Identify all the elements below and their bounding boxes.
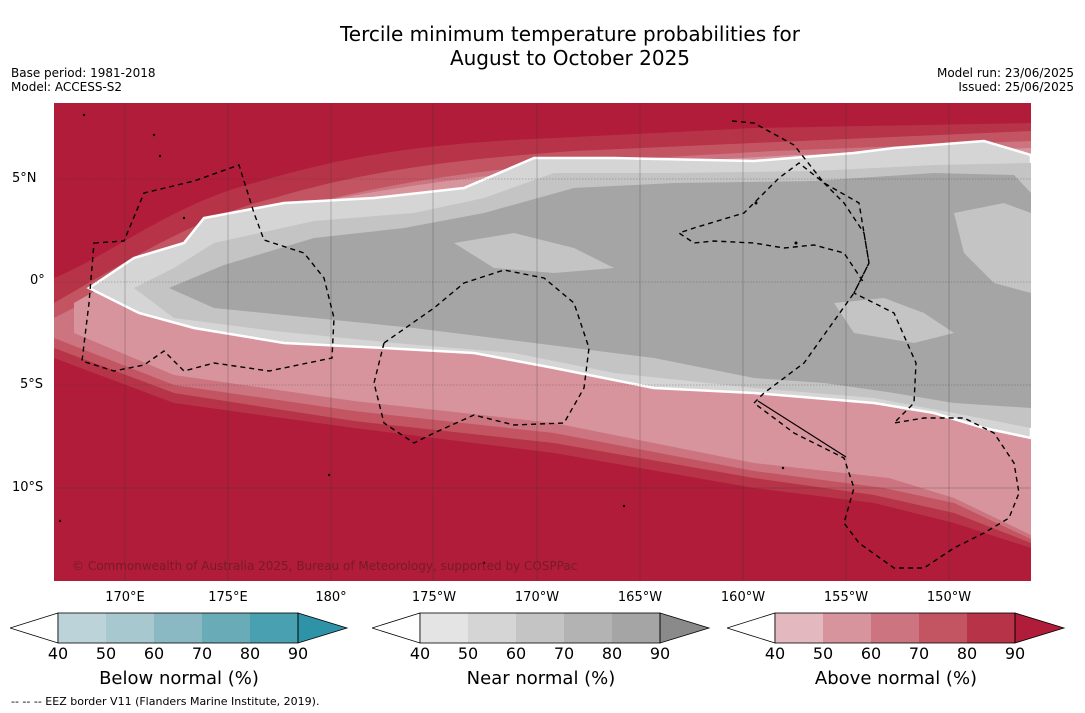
cbar-below-extend-low: [10, 612, 59, 644]
probability-map: [54, 103, 1031, 581]
cbar-near-seg-50: [468, 613, 516, 643]
eez-footnote: -- -- -- EEZ border V11 (Flanders Marine…: [11, 695, 320, 708]
cbar-above-outline: [774, 612, 1016, 644]
lon-label-150w: 150°W: [926, 590, 972, 605]
cbar-near-tick: 90: [649, 644, 671, 663]
lon-label-165w: 165°W: [617, 590, 663, 605]
cbar-below-tick: 50: [95, 644, 117, 663]
cbar-below-seg-60: [154, 613, 202, 643]
island-dot: [82, 113, 86, 117]
base-period: Base period: 1981-2018: [11, 66, 156, 80]
lon-label-160w: 160°W: [720, 590, 766, 605]
lon-label-175w: 175°W: [411, 590, 457, 605]
cbar-near-tick: 40: [409, 644, 431, 663]
lat-label-10s: 10°S: [12, 480, 44, 495]
map-title: Tercile minimum temperature probabilitie…: [0, 22, 1085, 70]
cbar-near-seg-70: [564, 613, 612, 643]
near-normal-lighter-patch-3: [954, 203, 1031, 293]
cbar-above-tick: 60: [860, 644, 882, 663]
near-normal-lighter-patch-1: [454, 233, 614, 273]
lat-label-0: 0°: [30, 273, 45, 288]
lon-label-175e: 175°E: [208, 590, 248, 605]
eez-solid-boundary: [757, 400, 847, 458]
cbar-below-seg-80: [250, 613, 298, 643]
cbar-near-tick: 50: [457, 644, 479, 663]
meta-right: Model run: 23/06/2025 Issued: 25/06/2025: [937, 66, 1074, 94]
cbar-near-seg-80: [612, 613, 660, 643]
lat-label-5n: 5°N: [12, 171, 37, 186]
lon-label-170w: 170°W: [514, 590, 560, 605]
island-dots: [58, 113, 798, 565]
copyright-notice: © Commonwealth of Australia 2025, Bureau…: [72, 559, 578, 573]
cbar-above-tick: 80: [956, 644, 978, 663]
cbar-below-extend-high: [297, 612, 349, 644]
cbar-below-tick: 70: [191, 644, 213, 663]
cbar-below-tick: 90: [287, 644, 309, 663]
cbar-near-extend-high: [659, 612, 711, 644]
title-line-2: August to October 2025: [449, 46, 691, 70]
meta-left: Base period: 1981-2018 Model: ACCESS-S2: [11, 66, 156, 94]
lat-label-5s: 5°S: [20, 377, 44, 392]
cbar-above-seg-60: [871, 613, 919, 643]
issued-date: Issued: 25/06/2025: [958, 80, 1074, 94]
eez-line-islands: [677, 120, 1020, 569]
island-dot: [327, 473, 331, 477]
model-name: Model: ACCESS-S2: [11, 80, 123, 94]
cbar-below-tick: 40: [47, 644, 69, 663]
lon-label-180: 180°: [315, 590, 347, 605]
cbar-below-seg-50: [106, 613, 154, 643]
cbar-near-tick: 70: [553, 644, 575, 663]
island-dot: [182, 216, 186, 220]
cbar-near-extend-low: [372, 612, 421, 644]
eez-tokelau: [373, 269, 590, 444]
cbar-above-seg-70: [919, 613, 967, 643]
cbar-above-extend-low: [727, 612, 776, 644]
near-normal-lighter-patch-2: [834, 298, 954, 343]
island-dot: [482, 561, 486, 565]
cbar-below-tick: 80: [239, 644, 261, 663]
lon-label-170e: 170°E: [105, 590, 145, 605]
model-run: Model run: 23/06/2025: [936, 66, 1074, 80]
island-dot: [158, 154, 162, 158]
cbar-above-seg-50: [823, 613, 871, 643]
colorbar-below-normal: [10, 612, 349, 644]
cbar-near-seg-40: [420, 613, 468, 643]
cbar-near-outline: [419, 612, 661, 644]
island-dot: [58, 519, 62, 523]
cbar-above-tick: 70: [908, 644, 930, 663]
eez-borders: [81, 120, 1020, 569]
island-dot: [622, 504, 626, 508]
cbar-below-seg-40: [58, 613, 106, 643]
cbar-above-label: Above normal (%): [814, 668, 978, 689]
island-dot: [152, 133, 156, 137]
cbar-below-outline: [57, 612, 299, 644]
cbar-below-tick: 60: [143, 644, 165, 663]
cbar-above-seg-80: [967, 613, 1015, 643]
cbar-near-tick: 60: [505, 644, 527, 663]
lon-label-155w: 155°W: [823, 590, 869, 605]
cbar-near-tick: 80: [601, 644, 623, 663]
cbar-near-label: Near normal (%): [466, 668, 616, 689]
cbar-above-tick: 50: [812, 644, 834, 663]
near-normal-70-region: [169, 173, 1031, 408]
colorbar-above-normal: [727, 612, 1066, 644]
island-dot: [781, 466, 785, 470]
title-line-1: Tercile minimum temperature probabilitie…: [339, 22, 801, 46]
graticule: [54, 103, 1031, 581]
island-dot: [794, 241, 798, 245]
cbar-above-extend-high: [1014, 612, 1066, 644]
cbar-above-tick: 40: [764, 644, 786, 663]
island-dot: [754, 201, 758, 205]
cbar-below-seg-70: [202, 613, 250, 643]
cbar-above-seg-40: [775, 613, 823, 643]
cbar-below-label: Below normal (%): [99, 668, 259, 689]
cbar-above-tick: 90: [1004, 644, 1026, 663]
colorbar-near-normal: [372, 612, 711, 644]
cbar-near-seg-60: [516, 613, 564, 643]
